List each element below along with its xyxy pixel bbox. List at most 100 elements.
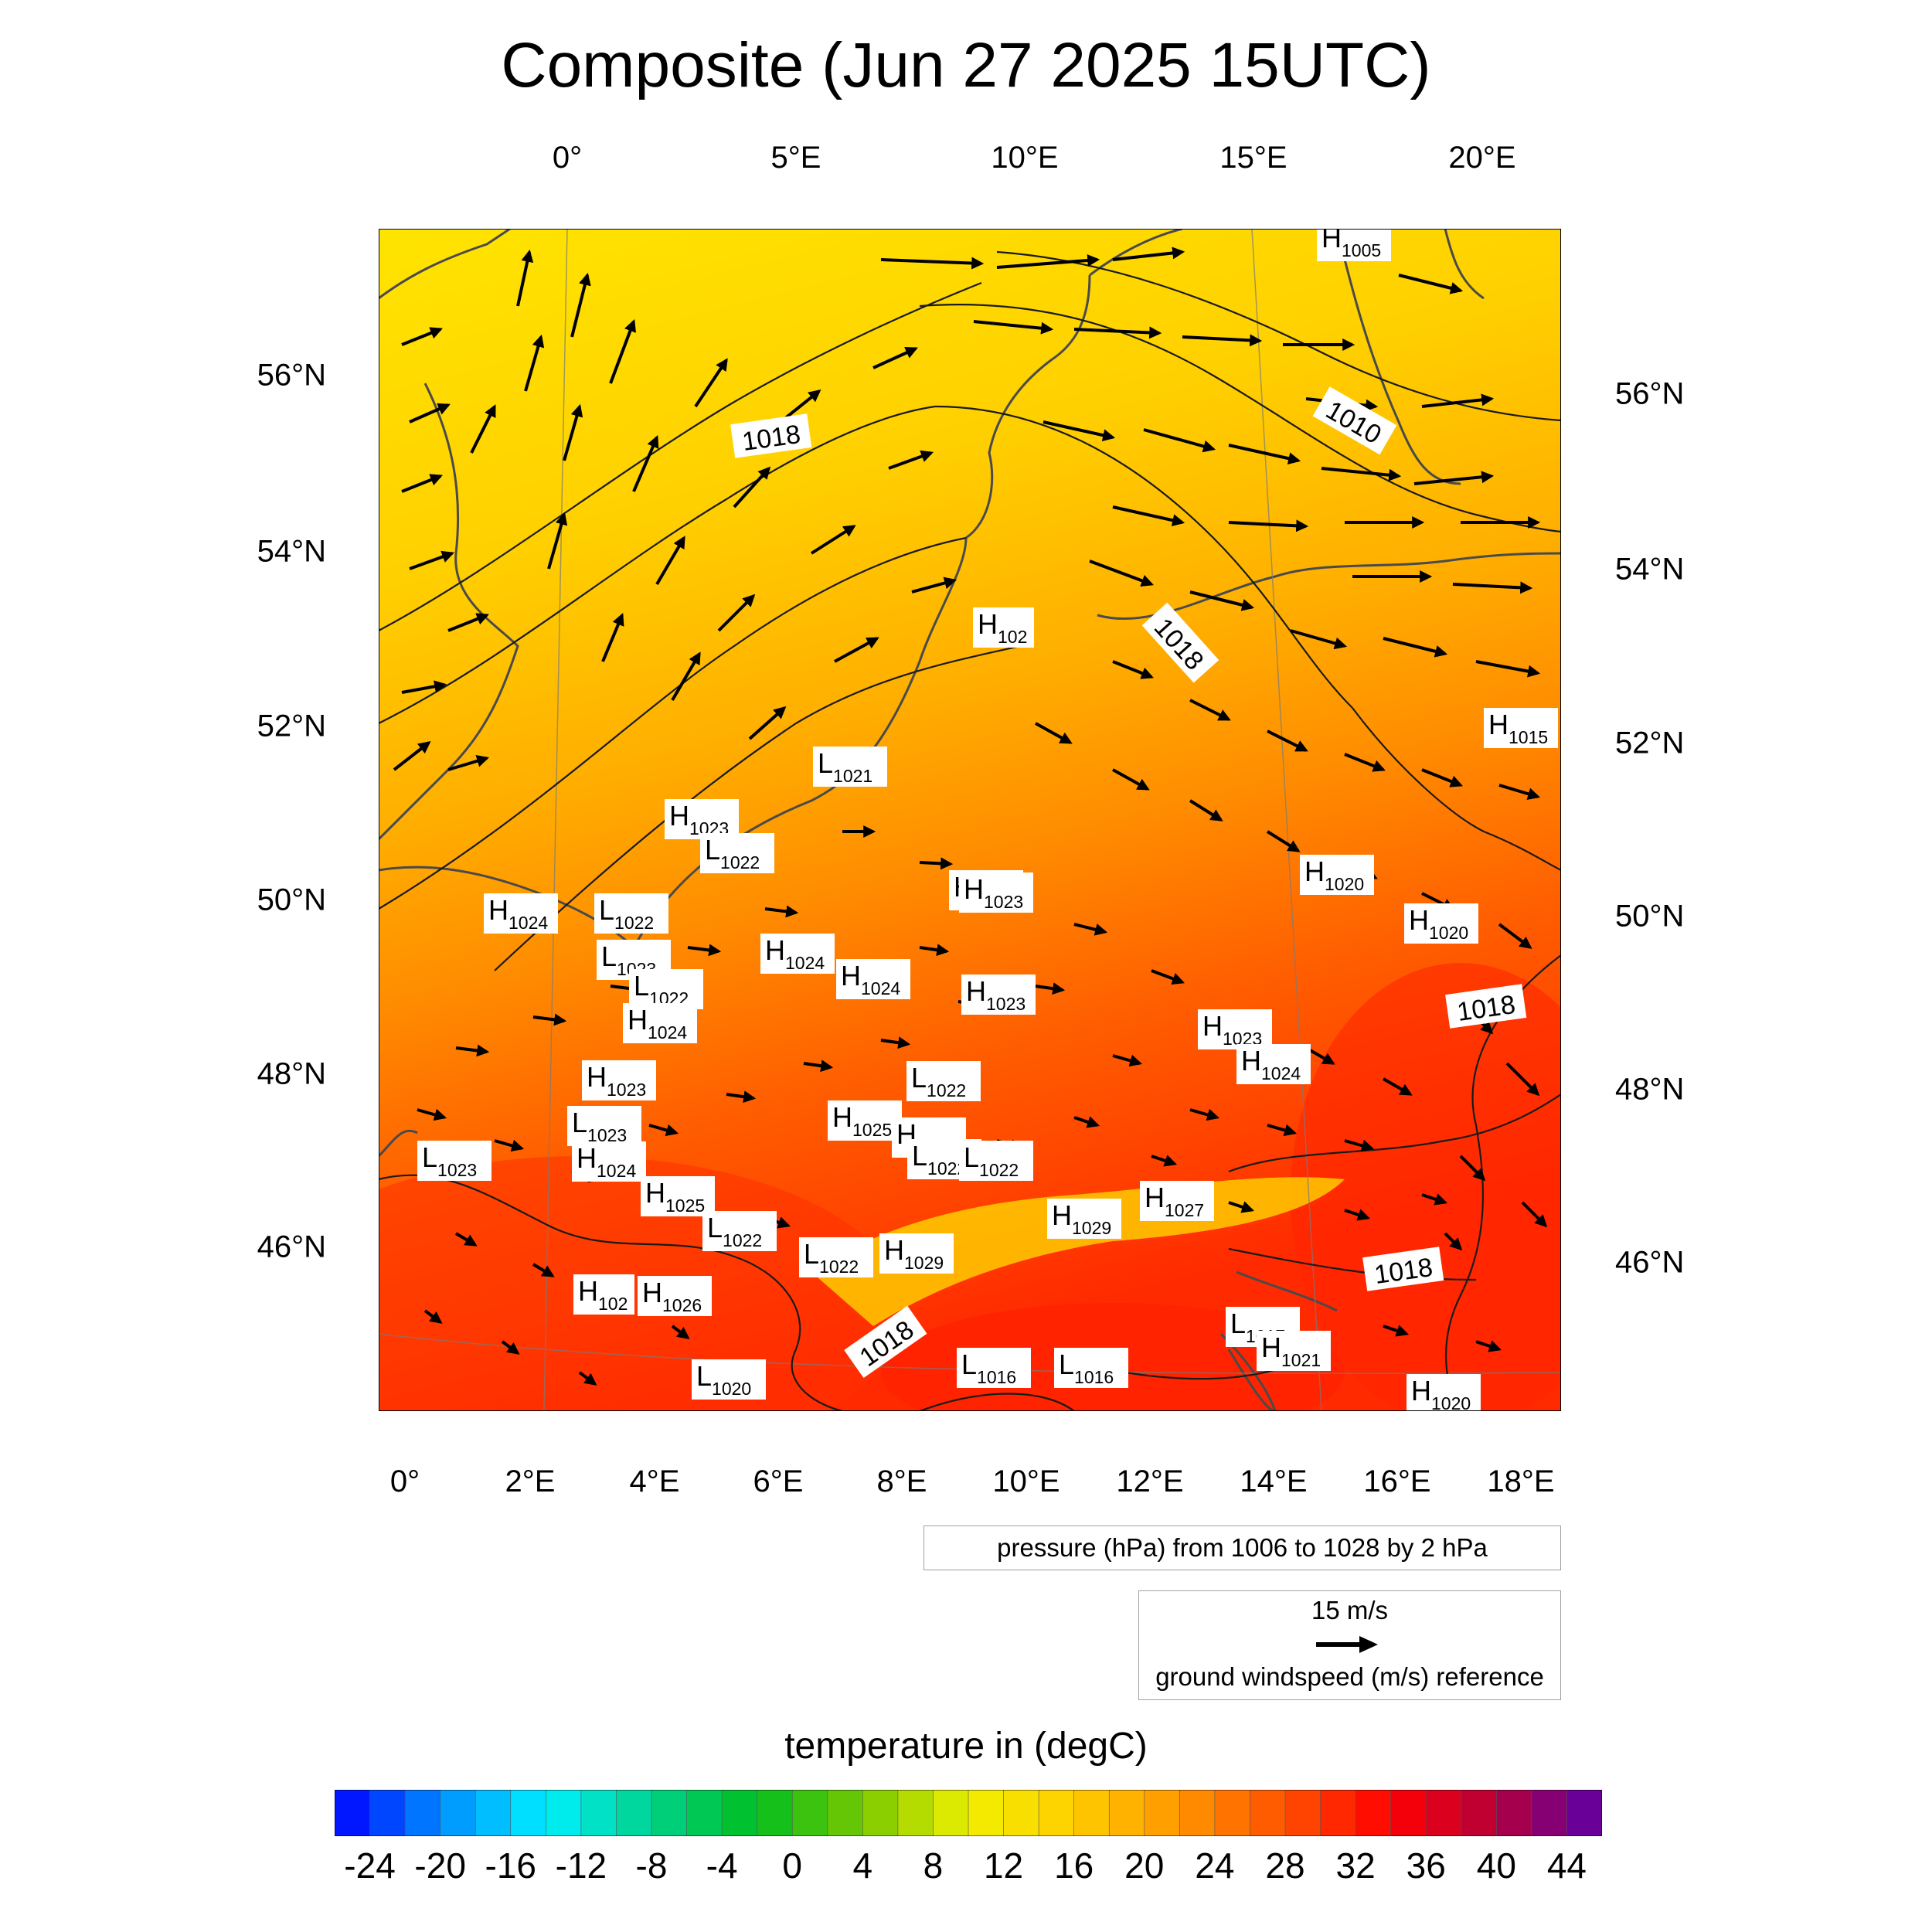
colorbar-cell — [897, 1790, 934, 1836]
top-lon-label: 15°E — [1219, 141, 1287, 175]
bottom-lon-label: 18°E — [1487, 1464, 1555, 1498]
pressure-center-text: H1024 — [1241, 1045, 1301, 1083]
pressure-center-box — [1300, 855, 1374, 895]
pressure-center-label: H1024 — [1236, 1044, 1311, 1084]
colorbar-tick-label: -20 — [414, 1845, 466, 1886]
wind-reference-box: 15 m/s ground windspeed (m/s) reference — [1138, 1590, 1561, 1700]
bottom-lon-label: 12°E — [1116, 1464, 1184, 1498]
pressure-center-label: L1023 — [417, 1141, 492, 1181]
pressure-center-label: H1023 — [959, 872, 1033, 913]
pressure-center-box — [629, 969, 703, 1009]
colorbar-cell — [686, 1790, 723, 1836]
pressure-center-text: H1024 — [841, 960, 900, 998]
colorbar-tick-label: 20 — [1124, 1845, 1165, 1886]
pressure-center-box — [573, 1274, 634, 1315]
colorbar-cell — [933, 1790, 969, 1836]
top-lon-label: 5°E — [770, 141, 821, 175]
pressure-center-label: H1025 — [641, 1176, 715, 1216]
pressure-center-box — [973, 607, 1034, 648]
pressure-center-text: L1022 — [599, 894, 654, 933]
colorbar-cell — [1531, 1790, 1568, 1836]
colorbar-tick-label: -16 — [485, 1845, 537, 1886]
colorbar-tick-label: 40 — [1476, 1845, 1516, 1886]
pressure-center-box — [813, 747, 887, 787]
pressure-center-box — [572, 1141, 646, 1182]
colorbar-cell — [580, 1790, 617, 1836]
pressure-center-box — [1404, 903, 1478, 944]
pressure-center-label: L1022 — [906, 1061, 981, 1101]
colorbar-cell — [1144, 1790, 1181, 1836]
colorbar-cell — [1214, 1790, 1251, 1836]
pressure-center-box — [959, 1141, 1033, 1181]
pressure-center-box — [638, 1276, 712, 1316]
pressure-center-label: H1020 — [1404, 903, 1478, 944]
warm-patch — [1291, 963, 1561, 1411]
colorbar-tick-label: 36 — [1406, 1845, 1446, 1886]
pressure-center-text: L1022 — [804, 1238, 859, 1277]
left-lat-label: 54°N — [257, 534, 326, 569]
left-lat-label: 56°N — [257, 358, 326, 393]
pressure-center-box — [417, 1141, 492, 1181]
pressure-center-text: H1026 — [642, 1277, 702, 1315]
pressure-center-box — [1140, 1181, 1214, 1221]
colorbar-cell — [1003, 1790, 1039, 1836]
pressure-center-text: L1020 — [696, 1360, 751, 1399]
pressure-center-box — [961, 975, 1036, 1015]
pressure-center-label: H1020 — [1406, 1374, 1481, 1411]
pressure-center-box — [1198, 1009, 1272, 1049]
pressure-center-text: H102 — [978, 608, 1027, 647]
pressure-center-box — [623, 1003, 697, 1043]
pressure-center-box — [567, 1106, 641, 1146]
colorbar-cell — [1073, 1790, 1111, 1836]
pressure-center-label: H1021 — [1257, 1331, 1331, 1371]
pressure-center-box — [836, 959, 910, 999]
pressure-center-text: H1024 — [628, 1004, 687, 1043]
pressure-center-text: H1023 — [587, 1061, 646, 1100]
pressure-center-label: H1027 — [1140, 1181, 1214, 1221]
pressure-center-text: L1016 — [1059, 1349, 1114, 1387]
left-lat-label: 50°N — [257, 883, 326, 917]
pressure-center-box — [760, 934, 835, 974]
top-lon-label: 10°E — [991, 141, 1059, 175]
colorbar-tick-label: 4 — [852, 1845, 873, 1886]
pressure-center-label: L1022 — [799, 1237, 873, 1277]
pressure-center-label: L1022 — [700, 833, 774, 873]
pressure-center-label: L1021 — [813, 747, 887, 787]
pressure-center-label: H1023 — [1198, 1009, 1272, 1049]
reference-arrow-icon — [1316, 1636, 1378, 1653]
colorbar-cell — [651, 1790, 688, 1836]
pressure-center-box — [641, 1176, 715, 1216]
pressure-center-text: H1029 — [884, 1234, 944, 1273]
colorbar-cell — [1355, 1790, 1392, 1836]
colorbar-cell — [1038, 1790, 1075, 1836]
pressure-center-box — [828, 1100, 902, 1141]
colorbar-tick-label: -24 — [344, 1845, 396, 1886]
pressure-center-box — [1406, 1374, 1481, 1411]
pressure-center-text: H1023 — [964, 873, 1023, 912]
colorbar-cell — [757, 1790, 794, 1836]
pressure-center-label: H1024 — [623, 1003, 697, 1043]
graticule — [379, 229, 1561, 1411]
colorbar-cell — [1179, 1790, 1216, 1836]
bottom-lon-label: 6°E — [753, 1464, 804, 1498]
pressure-center-box — [799, 1237, 873, 1277]
pressure-center-text: H1024 — [577, 1142, 636, 1181]
map-panel: 1018 1010 1018 1018 1018 1018 — [379, 229, 1561, 1411]
colorbar-cell — [827, 1790, 864, 1836]
pressure-center-box — [879, 1233, 954, 1274]
pressure-center-text: L1022 — [705, 834, 760, 872]
colorbar-cell — [1390, 1790, 1427, 1836]
pressure-center-label: L1023 — [567, 1106, 641, 1146]
wind-reference-description: ground windspeed (m/s) reference — [1155, 1662, 1544, 1691]
pressure-center-label: L1022 — [594, 893, 668, 934]
pressure-center-box — [1047, 1199, 1121, 1239]
colorbar-cell — [1284, 1790, 1321, 1836]
pressure-center-label: H102 — [573, 1274, 634, 1315]
bottom-lon-label: 14°E — [1240, 1464, 1308, 1498]
pressure-center-box — [582, 1060, 656, 1100]
colorbar-cell — [968, 1790, 1005, 1836]
colorbar-cell — [546, 1790, 582, 1836]
right-lat-label: 54°N — [1615, 552, 1685, 587]
pressure-center-label: L1020 — [692, 1359, 766, 1400]
colorbar-tick-label: -8 — [635, 1845, 668, 1886]
